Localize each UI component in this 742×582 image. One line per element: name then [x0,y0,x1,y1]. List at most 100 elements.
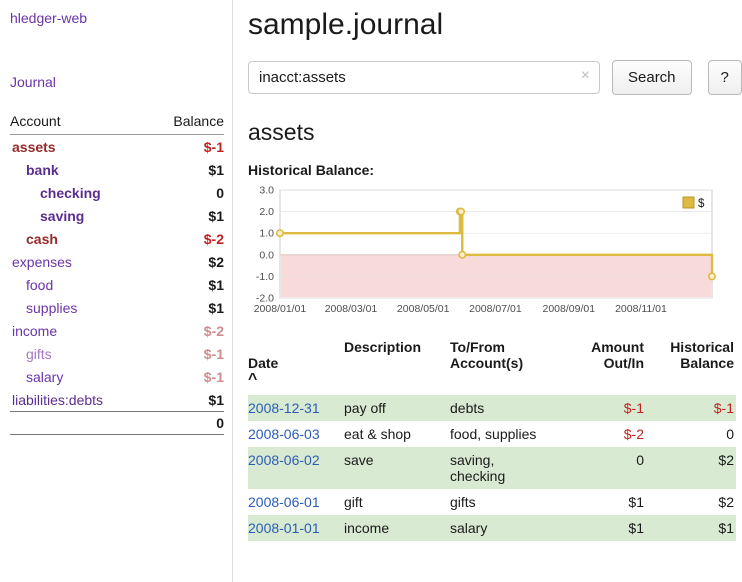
transaction-date-link[interactable]: 2008-12-31 [248,400,320,416]
svg-text:-2.0: -2.0 [256,293,274,305]
help-button[interactable]: ? [707,60,742,95]
svg-text:3.0: 3.0 [259,185,274,197]
accounts-total-balance: 0 [148,411,224,435]
account-row: food $1 [10,273,224,296]
account-link[interactable]: checking [40,184,101,201]
transaction-row[interactable]: 2008-06-02 save saving, checking 0 $2 [248,447,736,489]
account-link[interactable]: supplies [26,299,78,316]
transaction-row[interactable]: 2008-01-01 income salary $1 $1 [248,515,736,541]
account-heading: assets [248,119,315,145]
account-balance: $1 [208,161,224,178]
transaction-accounts: gifts [450,494,476,510]
transaction-amount: $1 [628,494,644,510]
svg-text:2008/11/01: 2008/11/01 [615,303,667,315]
svg-text:2008/09/01: 2008/09/01 [543,303,596,315]
svg-text:2008/07/01: 2008/07/01 [469,303,522,315]
amount-column-header: Amount Out/In [591,339,644,371]
data-point-marker [707,272,716,281]
transaction-description: income [344,520,390,536]
accounts-total-spacer [10,411,149,435]
account-balance: $-2 [203,322,224,339]
account-row: saving $1 [10,204,224,227]
account-balance: $1 [208,391,224,408]
clear-search-icon[interactable]: × [580,67,590,84]
transaction-description: save [344,452,374,468]
transaction-balance: $2 [718,452,734,468]
transaction-date-link[interactable]: 2008-06-03 [248,426,320,442]
transaction-date-link[interactable]: 2008-06-01 [248,494,320,510]
negative-region [281,254,711,297]
accounts-header-account: Account [10,110,149,135]
chart-title: Historical Balance: [248,162,375,178]
transaction-row[interactable]: 2008-06-03 eat & shop food, supplies $-2 0 [248,421,736,447]
search-button[interactable]: Search [612,60,692,95]
account-row: cash $-2 [10,227,224,250]
account-row: income $-2 [10,319,224,342]
transaction-amount: 0 [636,452,644,468]
account-balance: $-1 [203,368,224,385]
account-row: salary $-1 [10,365,224,388]
date-column-header[interactable]: Date ^ [248,337,344,395]
journal-link[interactable]: Journal [10,74,56,90]
search-bar: × Search ? [248,60,742,95]
sort-ascending-icon: ^ [248,371,258,388]
transaction-row[interactable]: 2008-12-31 pay off debts $-1 $-1 [248,395,736,421]
accounts-total-row: 0 [10,411,224,435]
data-point-marker [458,250,467,259]
transaction-row[interactable]: 2008-06-01 gift gifts $1 $2 [248,489,736,515]
transaction-accounts: salary [450,520,488,536]
transaction-description: gift [344,494,363,510]
svg-text:-1.0: -1.0 [256,271,274,283]
account-link[interactable]: saving [40,207,85,224]
transaction-accounts: food, supplies [450,426,537,442]
account-row: expenses $2 [10,250,224,273]
account-link[interactable]: liabilities:debts [12,391,104,408]
svg-text:2008/05/01: 2008/05/01 [397,303,450,315]
transaction-date-link[interactable]: 2008-06-02 [248,452,320,468]
search-input[interactable] [248,61,600,94]
account-balance: $-1 [203,138,224,155]
account-balance: $-2 [203,230,224,247]
balance-column-header: Historical Balance [670,339,734,371]
account-link[interactable]: assets [12,138,56,155]
register-table: Date ^ Description To/From Account(s) Am… [248,337,736,541]
account-link[interactable]: cash [26,230,58,247]
account-link[interactable]: income [12,322,58,339]
account-row: supplies $1 [10,296,224,319]
transaction-amount: $1 [628,520,644,536]
date-header-label: Date [248,355,279,371]
account-balance: $1 [208,207,224,224]
account-link[interactable]: expenses [12,253,72,270]
search-input-wrap: × [248,61,600,94]
transaction-amount: $-1 [623,400,644,416]
transaction-description: pay off [344,400,386,416]
svg-text:0.0: 0.0 [259,249,274,261]
legend-label: $ [698,198,705,210]
account-row: liabilities:debts $1 [10,388,224,412]
data-point-marker [275,229,284,238]
svg-text:2.0: 2.0 [259,206,274,218]
transaction-balance: 0 [726,426,734,442]
account-balance: $1 [208,276,224,293]
account-link[interactable]: salary [26,368,64,385]
account-balance: 0 [216,184,224,201]
transaction-balance: $-1 [713,400,734,416]
transaction-accounts: debts [450,400,485,416]
accounts-header-balance: Balance [148,110,224,135]
account-link[interactable]: gifts [26,345,52,362]
account-row: bank $1 [10,158,224,181]
accounts-header-row: Account Balance [10,110,224,135]
app-title-link[interactable]: hledger-web [10,10,88,26]
account-link[interactable]: food [26,276,54,293]
account-row: checking 0 [10,181,224,204]
register-header-row: Date ^ Description To/From Account(s) Am… [248,337,736,395]
description-column-header: Description [344,339,422,355]
account-row: gifts $-1 [10,342,224,365]
legend-swatch [682,196,695,209]
account-link[interactable]: bank [26,161,59,178]
svg-text:2008/03/01: 2008/03/01 [325,303,378,315]
page-title: sample.journal [248,8,444,41]
transaction-date-link[interactable]: 2008-01-01 [248,520,320,536]
